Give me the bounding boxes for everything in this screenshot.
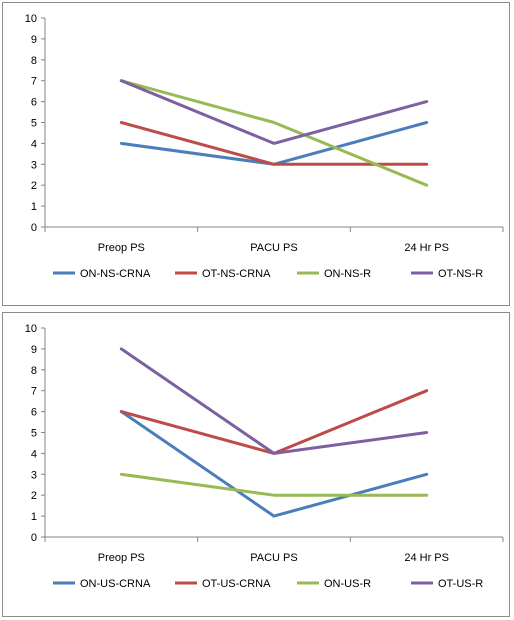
- y-tick-label: 4: [31, 138, 37, 150]
- series-line-on-ns-r: [119, 79, 429, 187]
- series-line-on-us-r: [119, 472, 429, 497]
- x-tick-label: PACU PS: [250, 242, 297, 254]
- legend-label: ON-NS-CRNA: [80, 268, 151, 280]
- x-tick-label: 24 Hr PS: [404, 552, 449, 564]
- y-tick-label: 6: [31, 407, 37, 419]
- y-tick-label: 1: [31, 201, 37, 213]
- legend-label: OT-US-CRNA: [202, 578, 271, 590]
- y-tick-label: 2: [31, 180, 37, 192]
- chart-panel-us: 0 1 2 3 4 5 6 7 8 9 10 Preop PS PACU PS 24 Hr PS ON-US…: [2, 312, 510, 617]
- y-tick-label: 10: [25, 323, 37, 335]
- y-tick-label: 8: [31, 365, 37, 377]
- line-chart-us: 0 1 2 3 4 5 6 7 8 9 10 Preop PS PACU PS 24 Hr PS ON-US…: [25, 323, 504, 590]
- y-tick-label: 2: [31, 490, 37, 502]
- series-line-ot-ns-r: [119, 79, 429, 145]
- y-tick-label: 7: [31, 386, 37, 398]
- legend-label: ON-NS-R: [324, 268, 371, 280]
- legend-label: OT-NS-CRNA: [202, 268, 271, 280]
- series-line-ot-us-r: [119, 347, 429, 455]
- x-tick-label: Preop PS: [98, 242, 145, 254]
- y-tick-label: 6: [31, 97, 37, 109]
- y-tick-label: 1: [31, 511, 37, 523]
- chart-panel-ns: 0 1 2 3 4 5 6 7 8 9 10 Preop PS PACU PS 24 Hr PS ON-NS…: [2, 2, 510, 306]
- legend-label: ON-US-R: [324, 578, 371, 590]
- y-tick-label: 5: [31, 428, 37, 440]
- y-tick-label: 8: [31, 55, 37, 67]
- y-tick-label: 10: [25, 13, 37, 25]
- y-tick-label: 3: [31, 159, 37, 171]
- y-tick-label: 5: [31, 118, 37, 130]
- y-tick-label: 7: [31, 76, 37, 88]
- y-tick-label: 9: [31, 344, 37, 356]
- y-tick-label: 0: [31, 532, 37, 544]
- x-tick-label: Preop PS: [98, 552, 145, 564]
- y-tick-label: 4: [31, 448, 37, 460]
- y-tick-label: 0: [31, 222, 37, 234]
- line-chart-ns: 0 1 2 3 4 5 6 7 8 9 10 Preop PS PACU PS 24 Hr PS ON-NS…: [25, 13, 504, 280]
- x-tick-label: PACU PS: [250, 552, 297, 564]
- y-tick-label: 3: [31, 469, 37, 481]
- legend-label: OT-US-R: [438, 578, 483, 590]
- y-tick-label: 9: [31, 34, 37, 46]
- legend-label: ON-US-CRNA: [80, 578, 151, 590]
- x-tick-label: 24 Hr PS: [404, 242, 449, 254]
- series-line-on-us-crna: [119, 410, 429, 518]
- legend-label: OT-NS-R: [438, 268, 483, 280]
